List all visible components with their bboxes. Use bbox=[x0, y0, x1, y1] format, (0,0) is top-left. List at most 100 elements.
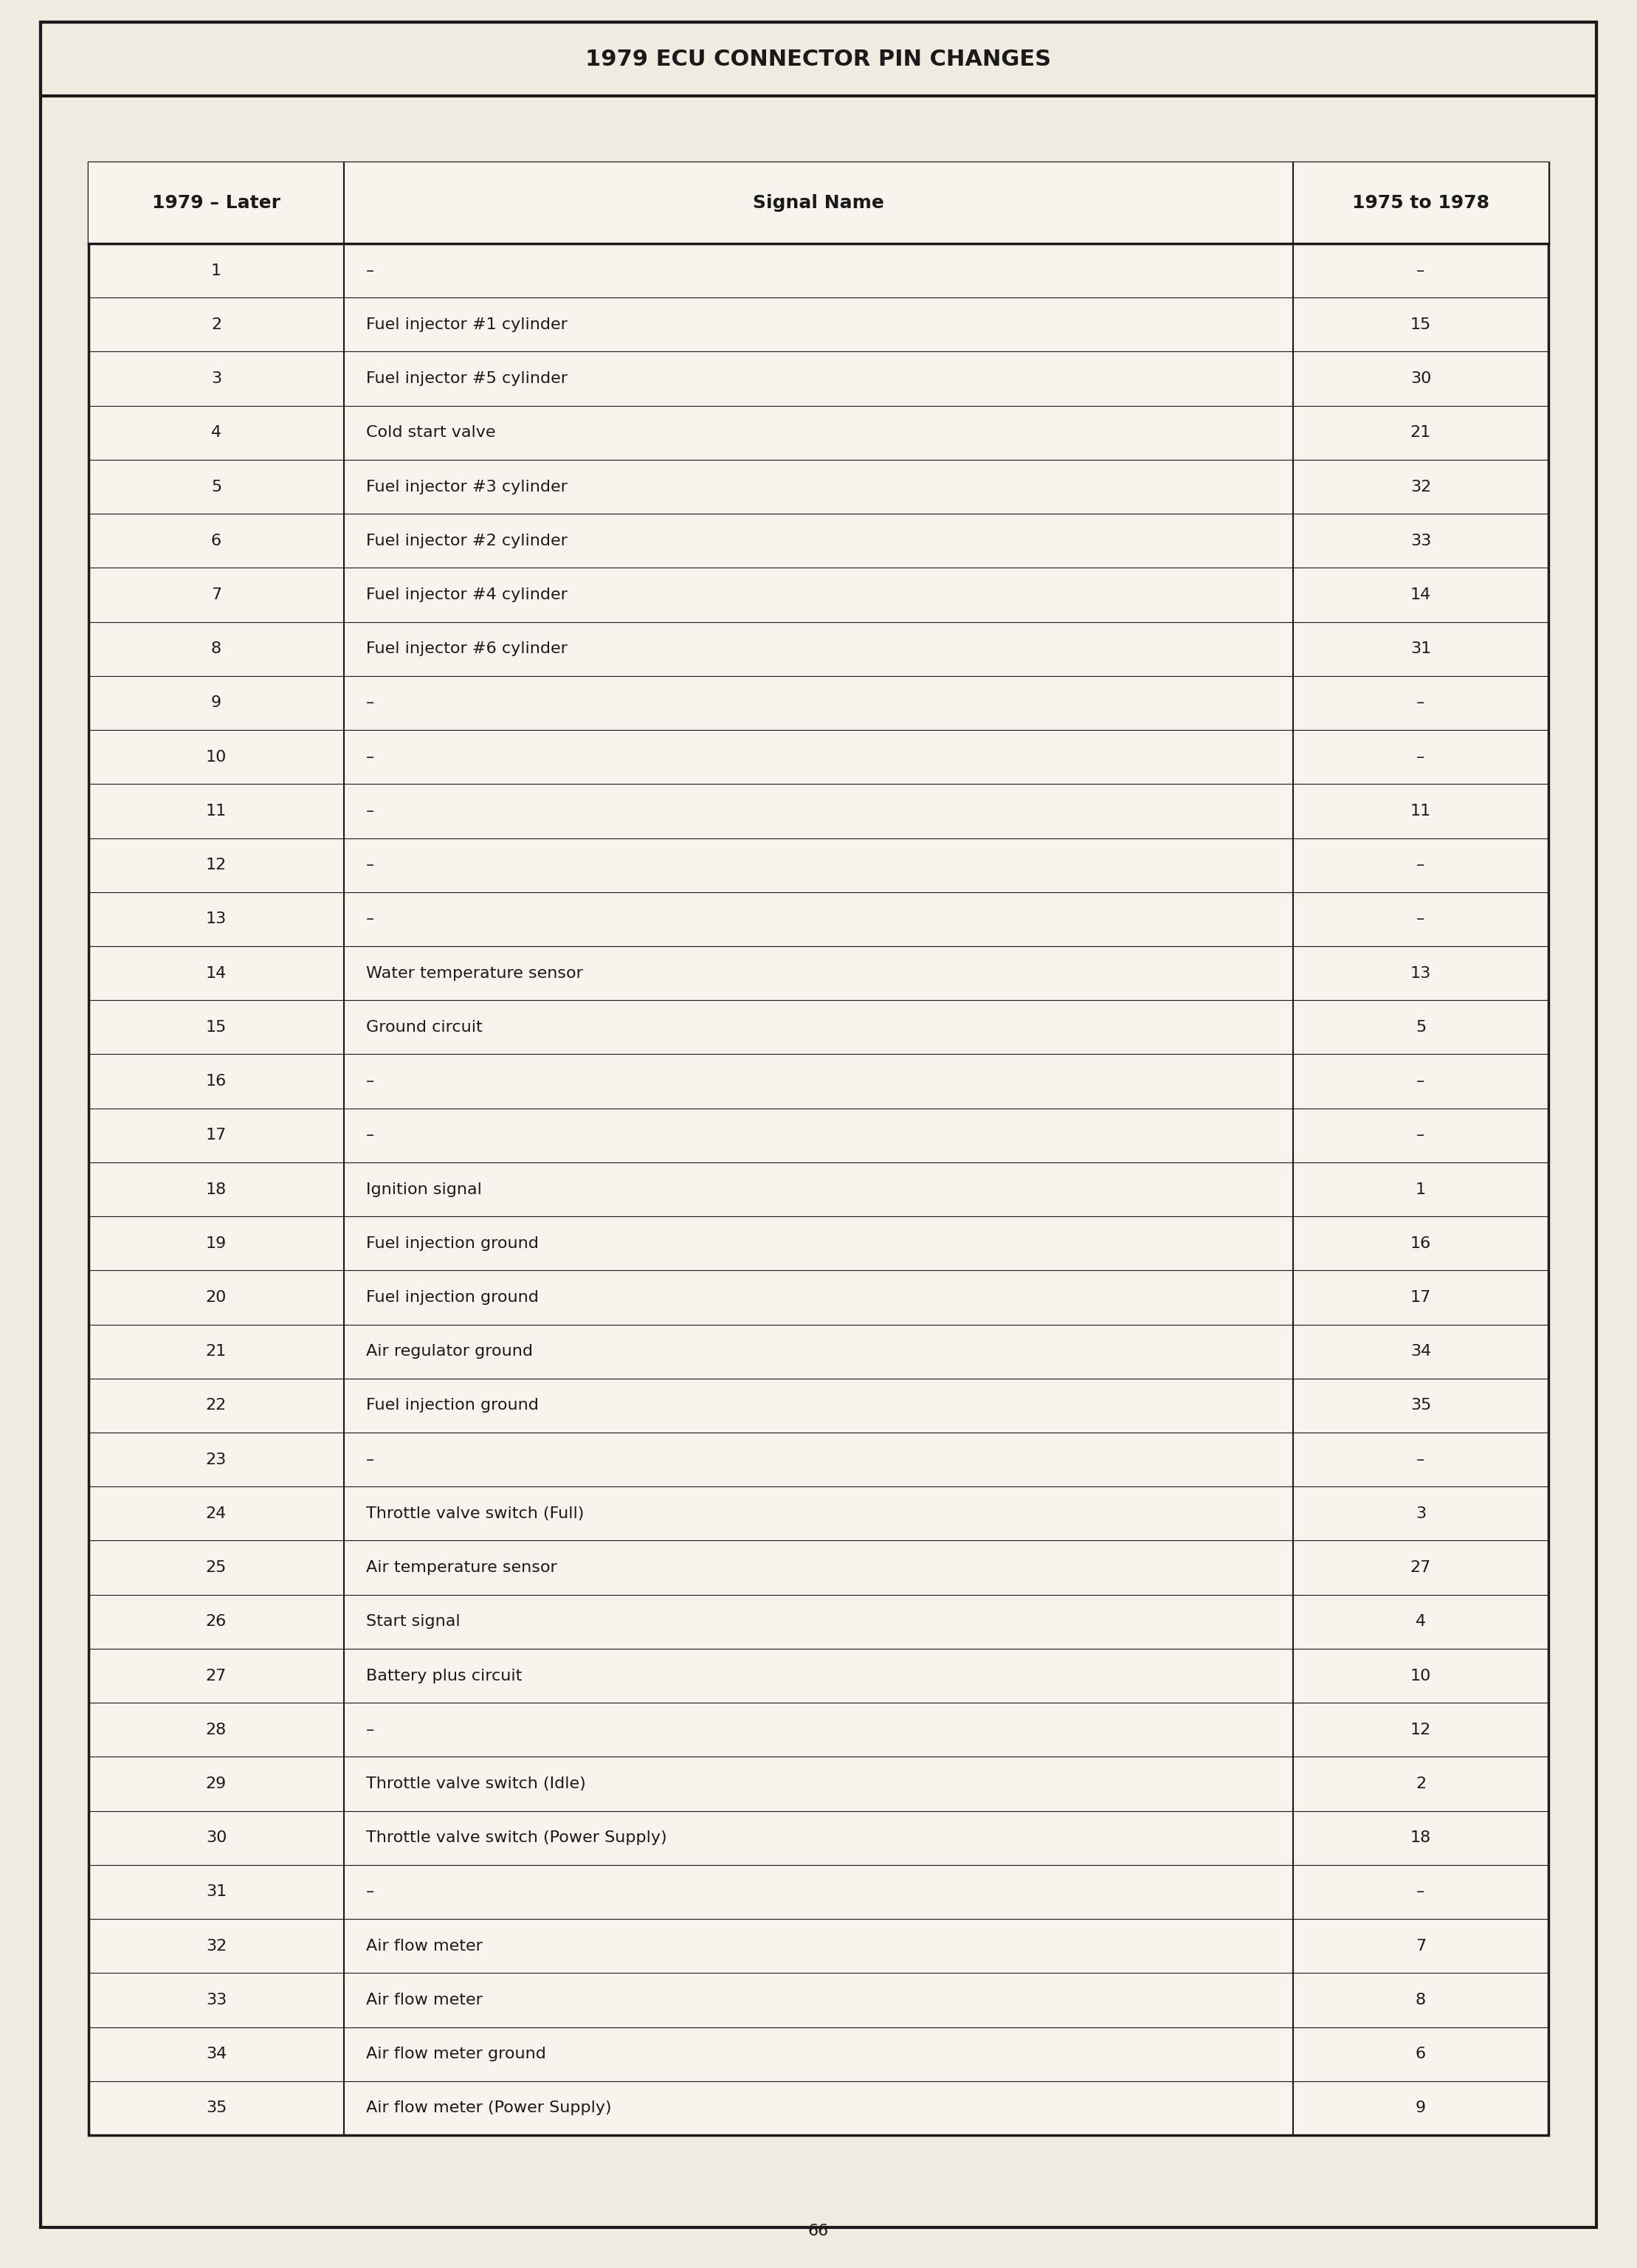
Text: –: – bbox=[1416, 1885, 1424, 1898]
Text: 28: 28 bbox=[206, 1721, 226, 1737]
Text: 8: 8 bbox=[1416, 1994, 1426, 2007]
Text: 22: 22 bbox=[206, 1397, 226, 1413]
Text: –: – bbox=[1416, 1452, 1424, 1467]
Text: 30: 30 bbox=[206, 1830, 226, 1846]
Text: –: – bbox=[1416, 857, 1424, 873]
Text: 12: 12 bbox=[1411, 1721, 1431, 1737]
Text: –: – bbox=[1416, 1127, 1424, 1143]
Text: 15: 15 bbox=[1411, 318, 1431, 331]
Text: –: – bbox=[367, 263, 375, 279]
Text: –: – bbox=[367, 857, 375, 873]
Text: 5: 5 bbox=[1416, 1021, 1426, 1034]
Text: Throttle valve switch (Idle): Throttle valve switch (Idle) bbox=[367, 1776, 586, 1792]
Text: 26: 26 bbox=[206, 1615, 226, 1628]
Text: Fuel injection ground: Fuel injection ground bbox=[367, 1397, 539, 1413]
Text: 14: 14 bbox=[1411, 587, 1431, 603]
Text: 27: 27 bbox=[206, 1669, 226, 1683]
Text: –: – bbox=[367, 1073, 375, 1089]
Text: Air flow meter: Air flow meter bbox=[367, 1939, 483, 1953]
Text: 10: 10 bbox=[206, 751, 226, 764]
Text: 35: 35 bbox=[206, 2100, 226, 2116]
Text: Fuel injector #2 cylinder: Fuel injector #2 cylinder bbox=[367, 533, 568, 549]
Text: 29: 29 bbox=[206, 1776, 226, 1792]
Text: 1979 – Later: 1979 – Later bbox=[152, 195, 280, 211]
Text: –: – bbox=[367, 1885, 375, 1898]
Text: 10: 10 bbox=[1411, 1669, 1431, 1683]
Text: –: – bbox=[367, 1127, 375, 1143]
Text: 31: 31 bbox=[1411, 642, 1431, 655]
Bar bbox=[88, 163, 1549, 2134]
Text: 6: 6 bbox=[1416, 2046, 1426, 2062]
Text: 17: 17 bbox=[206, 1127, 226, 1143]
Text: Ground circuit: Ground circuit bbox=[367, 1021, 483, 1034]
Text: Fuel injector #1 cylinder: Fuel injector #1 cylinder bbox=[367, 318, 568, 331]
Text: –: – bbox=[367, 696, 375, 710]
Text: 7: 7 bbox=[1416, 1939, 1426, 1953]
Text: 6: 6 bbox=[211, 533, 221, 549]
Text: Throttle valve switch (Power Supply): Throttle valve switch (Power Supply) bbox=[367, 1830, 666, 1846]
Text: 18: 18 bbox=[206, 1182, 226, 1198]
Text: 9: 9 bbox=[211, 696, 221, 710]
Text: Ignition signal: Ignition signal bbox=[367, 1182, 481, 1198]
Text: 14: 14 bbox=[206, 966, 226, 980]
Text: 32: 32 bbox=[206, 1939, 226, 1953]
Text: 19: 19 bbox=[206, 1236, 226, 1250]
Text: 23: 23 bbox=[206, 1452, 226, 1467]
Text: 13: 13 bbox=[206, 912, 226, 928]
Text: 2: 2 bbox=[1416, 1776, 1426, 1792]
Text: 5: 5 bbox=[211, 479, 221, 494]
Text: 18: 18 bbox=[1411, 1830, 1431, 1846]
Text: 20: 20 bbox=[206, 1290, 226, 1304]
Text: –: – bbox=[367, 751, 375, 764]
Text: 1: 1 bbox=[1416, 1182, 1426, 1198]
Text: Battery plus circuit: Battery plus circuit bbox=[367, 1669, 522, 1683]
Text: –: – bbox=[367, 1452, 375, 1467]
Text: 2: 2 bbox=[211, 318, 221, 331]
Text: –: – bbox=[1416, 912, 1424, 928]
Text: Air temperature sensor: Air temperature sensor bbox=[367, 1560, 557, 1574]
Text: 30: 30 bbox=[1411, 372, 1431, 386]
Text: 27: 27 bbox=[1411, 1560, 1431, 1574]
Text: Air flow meter ground: Air flow meter ground bbox=[367, 2046, 547, 2062]
Text: 33: 33 bbox=[206, 1994, 226, 2007]
Text: 1: 1 bbox=[211, 263, 221, 279]
Text: Start signal: Start signal bbox=[367, 1615, 460, 1628]
Text: 32: 32 bbox=[1411, 479, 1431, 494]
Text: Fuel injection ground: Fuel injection ground bbox=[367, 1290, 539, 1304]
Text: Water temperature sensor: Water temperature sensor bbox=[367, 966, 583, 980]
Text: Air flow meter (Power Supply): Air flow meter (Power Supply) bbox=[367, 2100, 612, 2116]
Text: 16: 16 bbox=[206, 1073, 226, 1089]
Text: Fuel injector #4 cylinder: Fuel injector #4 cylinder bbox=[367, 587, 568, 603]
Text: 24: 24 bbox=[206, 1506, 226, 1522]
Text: Fuel injector #6 cylinder: Fuel injector #6 cylinder bbox=[367, 642, 568, 655]
Text: –: – bbox=[1416, 696, 1424, 710]
Text: Fuel injection ground: Fuel injection ground bbox=[367, 1236, 539, 1250]
Text: 3: 3 bbox=[1416, 1506, 1426, 1522]
Text: 3: 3 bbox=[211, 372, 221, 386]
Text: –: – bbox=[1416, 1073, 1424, 1089]
Text: –: – bbox=[367, 912, 375, 928]
Text: 1979 ECU CONNECTOR PIN CHANGES: 1979 ECU CONNECTOR PIN CHANGES bbox=[586, 48, 1051, 70]
Text: 9: 9 bbox=[1416, 2100, 1426, 2116]
Text: 4: 4 bbox=[211, 426, 221, 440]
Text: Cold start valve: Cold start valve bbox=[367, 426, 496, 440]
Bar bbox=[88, 163, 1549, 243]
Text: Throttle valve switch (Full): Throttle valve switch (Full) bbox=[367, 1506, 584, 1522]
Text: –: – bbox=[367, 1721, 375, 1737]
Text: 34: 34 bbox=[1411, 1345, 1431, 1359]
Text: 25: 25 bbox=[206, 1560, 226, 1574]
Text: Signal Name: Signal Name bbox=[753, 195, 884, 211]
Text: 34: 34 bbox=[206, 2046, 226, 2062]
Text: Air regulator ground: Air regulator ground bbox=[367, 1345, 534, 1359]
Text: 13: 13 bbox=[1411, 966, 1431, 980]
Text: 33: 33 bbox=[1411, 533, 1431, 549]
Bar bbox=[41, 23, 1596, 95]
Text: 35: 35 bbox=[1411, 1397, 1431, 1413]
Text: –: – bbox=[1416, 263, 1424, 279]
Text: 12: 12 bbox=[206, 857, 226, 873]
Text: 8: 8 bbox=[211, 642, 221, 655]
Text: –: – bbox=[1416, 751, 1424, 764]
Text: Fuel injector #3 cylinder: Fuel injector #3 cylinder bbox=[367, 479, 568, 494]
Text: 7: 7 bbox=[211, 587, 221, 603]
Text: 31: 31 bbox=[206, 1885, 226, 1898]
